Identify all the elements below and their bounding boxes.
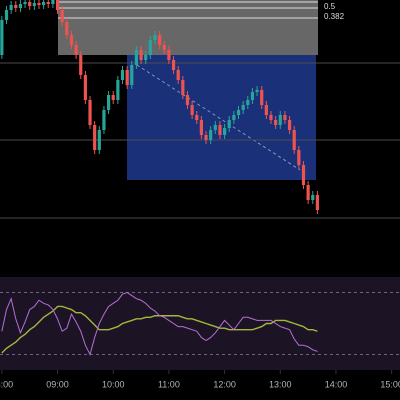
- candle-body: [204, 135, 208, 140]
- candle-body: [260, 90, 264, 105]
- candle-body: [227, 120, 231, 128]
- x-tick-label: 14:00: [325, 379, 348, 389]
- candle-body: [213, 125, 217, 130]
- candle-body: [311, 195, 315, 200]
- fib-zone: [58, 0, 318, 55]
- candle-body: [278, 115, 282, 125]
- candle-body: [88, 100, 92, 125]
- candle-body: [190, 105, 194, 115]
- candle-body: [232, 115, 236, 120]
- candle-body: [176, 70, 180, 80]
- candle-body: [139, 50, 143, 60]
- rsi-panel: [0, 277, 400, 370]
- x-tick-label: 11:00: [158, 379, 180, 389]
- candle-body: [222, 128, 227, 135]
- candle-body: [111, 95, 115, 100]
- candle-body: [209, 130, 213, 140]
- indicator-line: [1, 291, 318, 356]
- candle-body: [42, 2, 46, 5]
- candle-body: [195, 115, 199, 120]
- x-tick-label: 12:00: [213, 379, 236, 389]
- x-tick-label: 08:00: [0, 379, 13, 389]
- candle-body: [292, 130, 296, 150]
- candle-body: [116, 80, 120, 100]
- fib-label: 0.382: [324, 12, 345, 21]
- projection-box: [127, 55, 316, 180]
- candle-body: [218, 125, 222, 135]
- candle-body: [167, 50, 171, 60]
- candle-body: [283, 115, 287, 120]
- candle-body: [83, 75, 87, 100]
- candle-body: [79, 55, 83, 75]
- candle-body: [74, 45, 78, 55]
- candle-body: [274, 120, 278, 125]
- candle-body: [185, 95, 190, 105]
- candle-body: [9, 5, 13, 10]
- candle-body: [37, 3, 41, 5]
- candle-body: [255, 90, 259, 92]
- x-tick-label: 09:00: [46, 379, 69, 389]
- candle-body: [236, 110, 241, 115]
- candle-body: [14, 5, 18, 8]
- candle-body: [97, 130, 101, 150]
- candle-body: [158, 35, 162, 45]
- candle-body: [130, 65, 134, 85]
- candle-body: [69, 35, 74, 45]
- candle-body: [306, 185, 310, 200]
- candle-body: [65, 22, 69, 35]
- candle-body: [287, 120, 292, 130]
- candle-body: [250, 92, 255, 100]
- x-tick-label: 13:00: [269, 379, 292, 389]
- candle-body: [264, 105, 268, 115]
- candle-body: [125, 70, 129, 85]
- candle-body: [148, 40, 152, 55]
- candle-body: [46, 2, 50, 4]
- candle-body: [241, 105, 245, 110]
- candle-body: [181, 80, 185, 95]
- candle-body: [18, 4, 23, 8]
- candle-body: [102, 110, 106, 130]
- candle-body: [0, 20, 4, 55]
- candle-body: [171, 60, 176, 70]
- candle-body: [60, 10, 64, 22]
- candle-body: [269, 115, 273, 120]
- x-tick-label: 15:00: [380, 379, 400, 389]
- trend-line: [136, 64, 301, 171]
- fib-label: 0.5: [324, 2, 336, 11]
- candle-body: [153, 35, 157, 40]
- candle-body: [144, 55, 148, 60]
- candle-body: [301, 165, 306, 185]
- candle-body: [51, 0, 55, 4]
- candle-body: [199, 120, 203, 135]
- candle-body: [162, 45, 166, 50]
- candle-body: [23, 2, 27, 4]
- candle-body: [106, 95, 111, 110]
- candle-body: [297, 150, 301, 165]
- candle-body: [55, 0, 60, 10]
- candle-body: [28, 2, 32, 6]
- candle-body: [4, 10, 9, 20]
- candle-body: [32, 3, 36, 6]
- candle-body: [134, 50, 139, 65]
- candle-body: [93, 125, 97, 150]
- x-tick-label: 10:00: [102, 379, 125, 389]
- candle-body: [120, 70, 125, 80]
- candle-body: [315, 195, 320, 210]
- candle-body: [246, 100, 250, 105]
